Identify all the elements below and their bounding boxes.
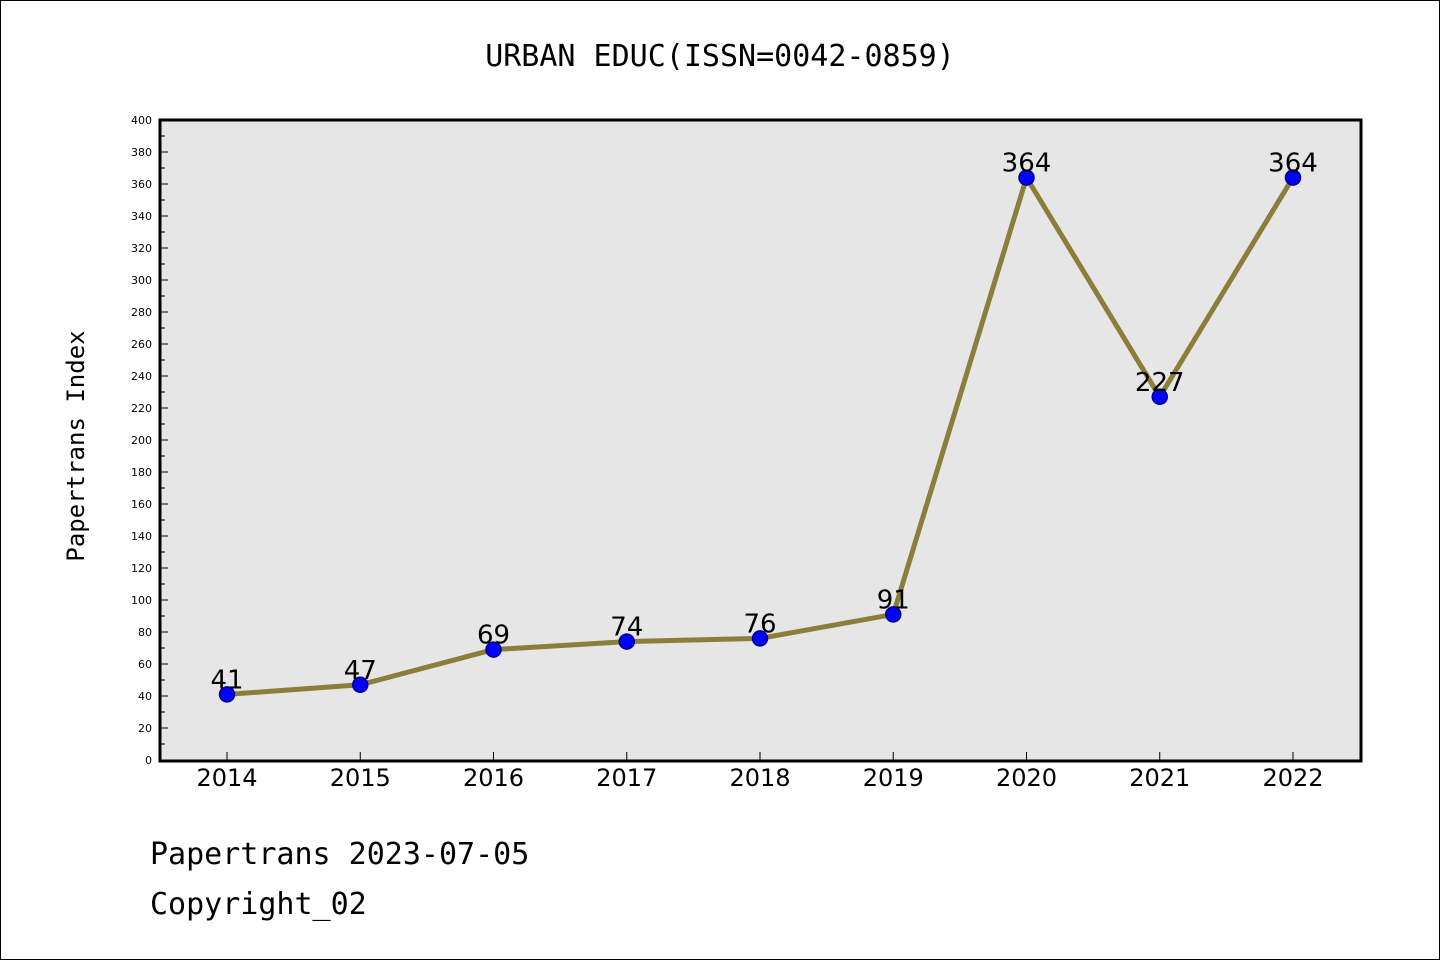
y-tick-label: 120 <box>131 562 152 575</box>
x-tick-label: 2021 <box>1129 764 1190 792</box>
data-point <box>485 641 502 658</box>
y-tick-label: 200 <box>131 434 152 447</box>
data-point <box>751 630 769 647</box>
data-point <box>218 686 236 703</box>
x-tick-label: 2014 <box>196 764 257 792</box>
data-label: 41 <box>210 665 243 695</box>
data-label: 91 <box>877 585 910 615</box>
data-point <box>885 606 902 623</box>
x-tick-label: 2018 <box>729 764 790 792</box>
x-tick-label: 2019 <box>863 764 924 792</box>
data-point <box>618 633 635 650</box>
chart-title: URBAN EDUC(ISSN=0042-0859) <box>485 39 955 74</box>
data-point <box>1284 169 1302 186</box>
y-tick-label: 360 <box>131 178 152 191</box>
data-label: 364 <box>1268 149 1318 179</box>
y-tick-label: 300 <box>131 274 152 287</box>
y-tick-label: 180 <box>131 466 152 479</box>
x-tick-label: 2016 <box>463 764 524 792</box>
data-point <box>352 676 369 694</box>
y-tick-label: 380 <box>131 146 152 159</box>
data-label: 227 <box>1135 368 1185 398</box>
data-label: 364 <box>1002 149 1052 179</box>
x-tick-label: 2015 <box>330 764 391 792</box>
x-tick-label: 2017 <box>596 764 657 792</box>
y-tick-label: 160 <box>131 498 152 511</box>
data-label: 76 <box>743 609 776 639</box>
y-tick-label: 0 <box>145 754 152 767</box>
y-tick-label: 320 <box>131 242 152 255</box>
y-tick-label: 60 <box>138 658 152 671</box>
series-group <box>218 169 1302 703</box>
x-axis: 2014 2015 2016 2017 2018 2019 2020 2021 2022 <box>196 752 1324 792</box>
data-point <box>1018 169 1035 186</box>
plot-area <box>160 120 1361 761</box>
y-axis: 0 20 40 60 80 100 120 140 160 180 200 220 240 260 280 3… <box>131 114 168 767</box>
y-tick-label: 240 <box>131 370 152 383</box>
data-label: 69 <box>477 621 510 651</box>
x-tick-label: 2020 <box>996 764 1057 792</box>
y-tick-label: 20 <box>138 722 152 735</box>
y-tick-label: 340 <box>131 210 152 223</box>
data-labels: 41 47 69 74 76 91 364 227 364 <box>210 149 1317 696</box>
y-tick-label: 280 <box>131 306 152 319</box>
x-tick-label: 2022 <box>1262 764 1323 792</box>
y-tick-label: 100 <box>131 594 152 607</box>
data-point <box>1151 388 1168 406</box>
y-tick-label: 220 <box>131 402 152 415</box>
y-tick-label: 40 <box>138 690 152 703</box>
footer-copyright: Copyright_02 <box>150 887 367 922</box>
footer-date: Papertrans 2023-07-05 <box>150 837 529 872</box>
y-tick-label: 400 <box>131 114 152 127</box>
data-label: 74 <box>610 613 643 643</box>
y-tick-label: 140 <box>131 530 152 543</box>
y-axis-label: Papertrans Index <box>62 330 90 561</box>
y-tick-label: 80 <box>138 626 152 639</box>
y-tick-label: 260 <box>131 338 152 351</box>
plot-border <box>158 118 1363 763</box>
data-label: 47 <box>344 656 377 686</box>
